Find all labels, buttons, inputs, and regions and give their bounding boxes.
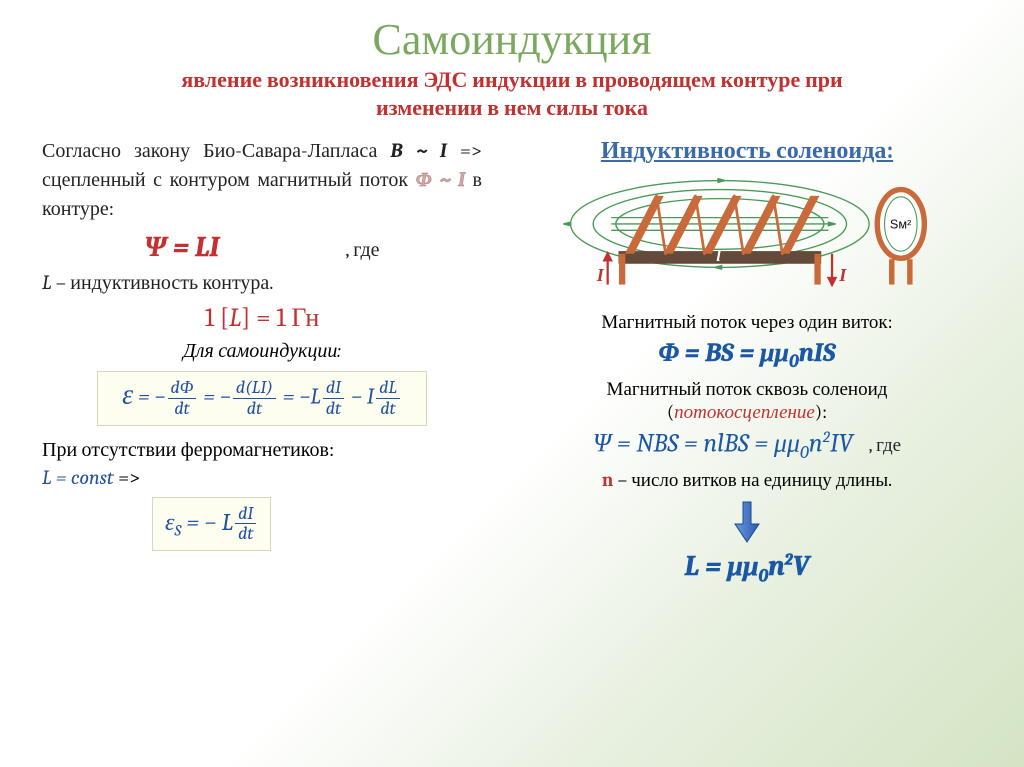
caption-one-turn: Магнитный поток через один виток: [512, 311, 982, 334]
n-symbol: n [602, 469, 613, 491]
caption2a: Магнитный поток сквозь соленоид [607, 378, 888, 400]
para1-B: B ~ I [390, 139, 459, 162]
para1-Phi: Φ ~ I [416, 168, 465, 191]
L-definition: L – индуктивность контура. [42, 268, 482, 297]
flux-linkage-formula: Ψ = LI , где [42, 231, 482, 264]
henry-unit: 1 [L] = 1 Гн [42, 303, 482, 333]
solenoid-diagram: I I l Sм² [512, 173, 982, 297]
solenoid-heading: Индуктивность соленоида: [512, 136, 982, 165]
where-label: , где [345, 238, 379, 261]
biot-savart-paragraph: Согласно закону Био-Савара-Лапласа B ~ I… [42, 136, 482, 223]
self-induction-label: Для самоиндукции: [42, 339, 482, 363]
L-const-line: L = const => [42, 466, 482, 489]
subtitle-line-1: явление возникновения ЭДС индукции в про… [181, 67, 842, 93]
flux-linkage-word: потокосцепление [674, 401, 815, 423]
label-l: l [716, 246, 721, 265]
emf-s-formula: εS = − LdIdt [152, 497, 271, 552]
psi-formula: Ψ = NBS = nlBS = μμ0n2IV , где [512, 428, 982, 463]
n-text: – число витков на единицу длины. [613, 469, 892, 491]
para1-prefix: Согласно закону Био-Савара-Лапласа [42, 139, 390, 162]
caption-flux-linkage: Магнитный поток сквозь соленоид (потокос… [512, 378, 982, 424]
phi-formula: Φ = BS = μμ0nIS [512, 338, 982, 372]
psi-where: , где [869, 434, 901, 456]
paren-close: ): [815, 401, 827, 423]
L-const: L = const [42, 466, 114, 489]
emf-derivative-formula: ε = −dΦdt = −d(LI)dt = −LdIdt − IdLdt [97, 371, 427, 426]
paren-open: ( [667, 401, 674, 423]
right-column: Индуктивность соленоида: [512, 136, 982, 586]
emf-s-formula-wrap: εS = − LdIdt [42, 493, 482, 552]
slide-title: Самоиндукция [42, 14, 982, 65]
label-S: Sм² [890, 217, 911, 231]
psi-eq-LI: Ψ = LI [144, 231, 219, 263]
no-ferromagnetics: При отсутствии ферромагнетиков: [42, 438, 482, 462]
n-note: n – число витков на единицу длины. [512, 469, 982, 492]
left-column: Согласно закону Био-Савара-Лапласа B ~ I… [42, 136, 482, 586]
label-I-right: I [838, 265, 847, 285]
label-I-left: I [596, 265, 605, 285]
slide-subtitle: явление возникновения ЭДС индукции в про… [42, 67, 982, 122]
down-arrow-icon [732, 500, 762, 544]
solenoid-svg: I I l Sм² [557, 173, 937, 293]
implies: => [114, 466, 141, 489]
cross-section: Sм² [877, 190, 924, 285]
inductance-final-formula: L = μμ0n2V [512, 550, 982, 587]
L-def-text: – индуктивность контура. [56, 271, 274, 294]
subtitle-line-2: изменении в нем силы тока [376, 95, 648, 121]
